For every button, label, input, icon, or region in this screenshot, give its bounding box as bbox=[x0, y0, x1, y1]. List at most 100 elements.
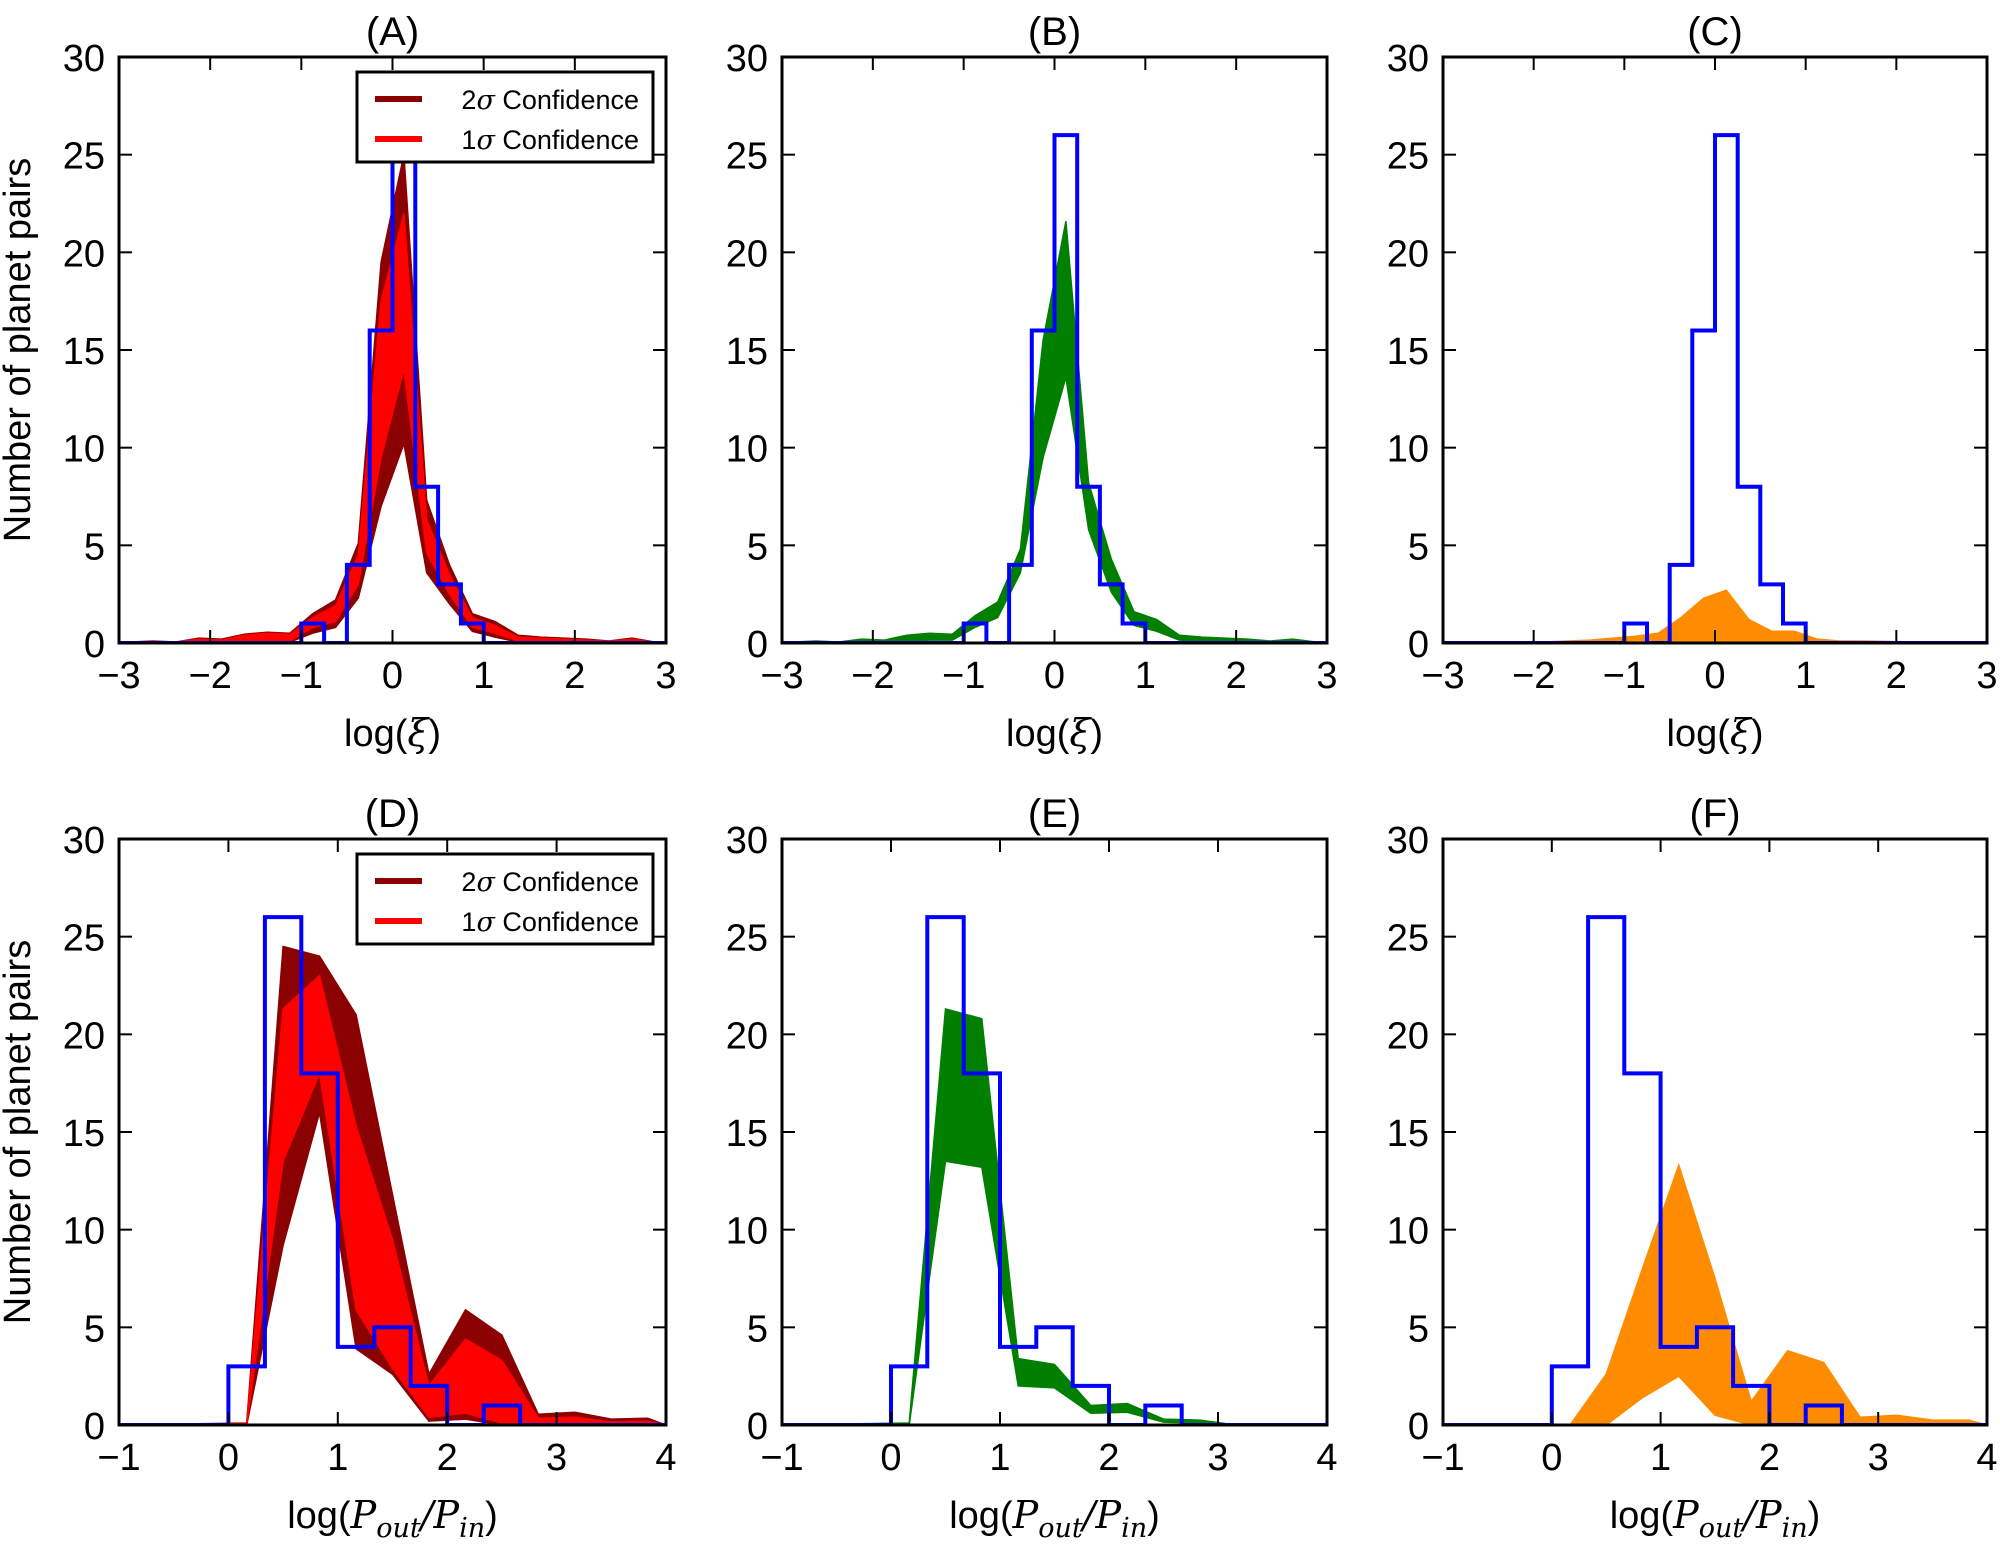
y-tick-label-e: 15 bbox=[726, 1113, 768, 1155]
histogram-f bbox=[1443, 915, 1987, 1425]
x-tick-label-a: 3 bbox=[655, 655, 676, 697]
x-tick-label-f: −1 bbox=[1421, 1437, 1464, 1479]
y-tick-label-b: 20 bbox=[726, 233, 768, 275]
x-tick-label-f: 2 bbox=[1759, 1437, 1780, 1479]
y-tick-label-e: 5 bbox=[747, 1308, 768, 1350]
y-tick-label-f: 10 bbox=[1387, 1211, 1429, 1253]
y-tick-label-b: 5 bbox=[747, 526, 768, 568]
histogram-e bbox=[782, 915, 1327, 1425]
band-d-1 bbox=[119, 974, 666, 1425]
x-tick-label-a: −2 bbox=[189, 655, 232, 697]
plot-area-c bbox=[1443, 133, 1987, 643]
x-tick-label-e: 0 bbox=[880, 1437, 901, 1479]
x-tick-label-d: 1 bbox=[327, 1437, 348, 1479]
y-tick-label-a: 30 bbox=[63, 38, 105, 80]
y-tick-label-f: 30 bbox=[1387, 820, 1429, 862]
ticks-b bbox=[781, 56, 1328, 644]
y-tick-label-f: 20 bbox=[1387, 1015, 1429, 1057]
x-tick-label-e: −1 bbox=[760, 1437, 803, 1479]
x-tick-label-a: 2 bbox=[564, 655, 585, 697]
y-tick-label-d: 10 bbox=[63, 1211, 105, 1253]
y-tick-label-e: 25 bbox=[726, 918, 768, 960]
panel-title-b: (B) bbox=[1028, 10, 1081, 54]
x-tick-label-b: −1 bbox=[942, 655, 985, 697]
band-f-0 bbox=[1443, 1162, 1987, 1425]
y-tick-label-c: 20 bbox=[1387, 233, 1429, 275]
x-tick-label-d: 4 bbox=[655, 1437, 676, 1479]
y-tick-label-e: 10 bbox=[726, 1211, 768, 1253]
y-tick-label-b: 25 bbox=[726, 136, 768, 178]
x-tick-label-f: 1 bbox=[1650, 1437, 1671, 1479]
band-c-0 bbox=[1443, 589, 1987, 643]
x-tick-label-b: 0 bbox=[1044, 655, 1065, 697]
legend-label-2sigma: 2σ Confidence bbox=[461, 867, 639, 898]
y-tick-label-e: 30 bbox=[726, 820, 768, 862]
x-tick-label-c: −3 bbox=[1421, 655, 1464, 697]
legend-a: 2σ Confidence 1σ Confidence bbox=[355, 70, 655, 164]
axes-frame-c bbox=[1441, 55, 1989, 645]
x-tick-label-b: −2 bbox=[851, 655, 894, 697]
y-tick-label-b: 30 bbox=[726, 38, 768, 80]
x-tick-label-b: 3 bbox=[1316, 655, 1337, 697]
plot-area-e bbox=[782, 915, 1327, 1425]
y-axis-label-top: Number of planet pairs bbox=[0, 158, 39, 542]
y-tick-label-d: 5 bbox=[84, 1308, 105, 1350]
x-axis-label-d: log(Pout/Pin) bbox=[287, 1493, 498, 1544]
y-tick-label-a: 20 bbox=[63, 233, 105, 275]
x-axis-label-e: log(Pout/Pin) bbox=[949, 1493, 1160, 1544]
x-tick-label-e: 3 bbox=[1207, 1437, 1228, 1479]
y-tick-label-b: 15 bbox=[726, 331, 768, 373]
x-tick-label-a: −1 bbox=[280, 655, 323, 697]
x-tick-label-b: −3 bbox=[760, 655, 803, 697]
x-tick-label-d: 3 bbox=[546, 1437, 567, 1479]
plot-area-d bbox=[119, 915, 666, 1425]
x-tick-label-c: −2 bbox=[1512, 655, 1555, 697]
y-tick-label-a: 5 bbox=[84, 526, 105, 568]
x-tick-label-e: 1 bbox=[989, 1437, 1010, 1479]
x-axis-label-b: log(ξ) bbox=[1006, 711, 1103, 755]
x-tick-label-d: −1 bbox=[97, 1437, 140, 1479]
legend-box-d bbox=[355, 852, 655, 946]
x-axis-label-a: log(ξ) bbox=[344, 711, 441, 755]
x-tick-label-a: −3 bbox=[97, 655, 140, 697]
axes-frame-e bbox=[780, 837, 1329, 1427]
y-tick-label-c: 15 bbox=[1387, 331, 1429, 373]
y-tick-label-a: 0 bbox=[84, 624, 105, 666]
x-tick-label-a: 0 bbox=[382, 655, 403, 697]
plot-area-b bbox=[782, 133, 1327, 643]
x-tick-label-c: 0 bbox=[1704, 655, 1725, 697]
panel-title-d: (D) bbox=[365, 792, 421, 836]
axes-frame-d bbox=[117, 837, 668, 1427]
x-tick-label-a: 1 bbox=[473, 655, 494, 697]
axes-frame-a bbox=[117, 55, 668, 645]
x-tick-label-f: 0 bbox=[1541, 1437, 1562, 1479]
panel-title-c: (C) bbox=[1687, 10, 1743, 54]
plot-area-f bbox=[1443, 915, 1987, 1425]
y-tick-label-a: 15 bbox=[63, 331, 105, 373]
y-tick-label-c: 0 bbox=[1408, 624, 1429, 666]
histogram-b bbox=[782, 133, 1327, 643]
y-tick-label-f: 5 bbox=[1408, 1308, 1429, 1350]
y-tick-label-f: 0 bbox=[1408, 1406, 1429, 1448]
y-tick-label-d: 0 bbox=[84, 1406, 105, 1448]
x-tick-label-e: 4 bbox=[1316, 1437, 1337, 1479]
legend-d: 2σ Confidence 1σ Confidence bbox=[355, 852, 655, 946]
x-tick-label-d: 2 bbox=[437, 1437, 458, 1479]
x-tick-label-c: 3 bbox=[1976, 655, 1997, 697]
panel-title-f: (F) bbox=[1689, 792, 1740, 836]
y-tick-label-b: 10 bbox=[726, 429, 768, 471]
y-tick-label-f: 15 bbox=[1387, 1113, 1429, 1155]
panel-title-a: (A) bbox=[366, 10, 419, 54]
y-tick-label-c: 30 bbox=[1387, 38, 1429, 80]
y-tick-label-b: 0 bbox=[747, 624, 768, 666]
legend-label-1sigma: 1σ Confidence bbox=[461, 907, 639, 938]
y-tick-label-e: 20 bbox=[726, 1015, 768, 1057]
x-tick-label-e: 2 bbox=[1098, 1437, 1119, 1479]
y-tick-label-d: 15 bbox=[63, 1113, 105, 1155]
